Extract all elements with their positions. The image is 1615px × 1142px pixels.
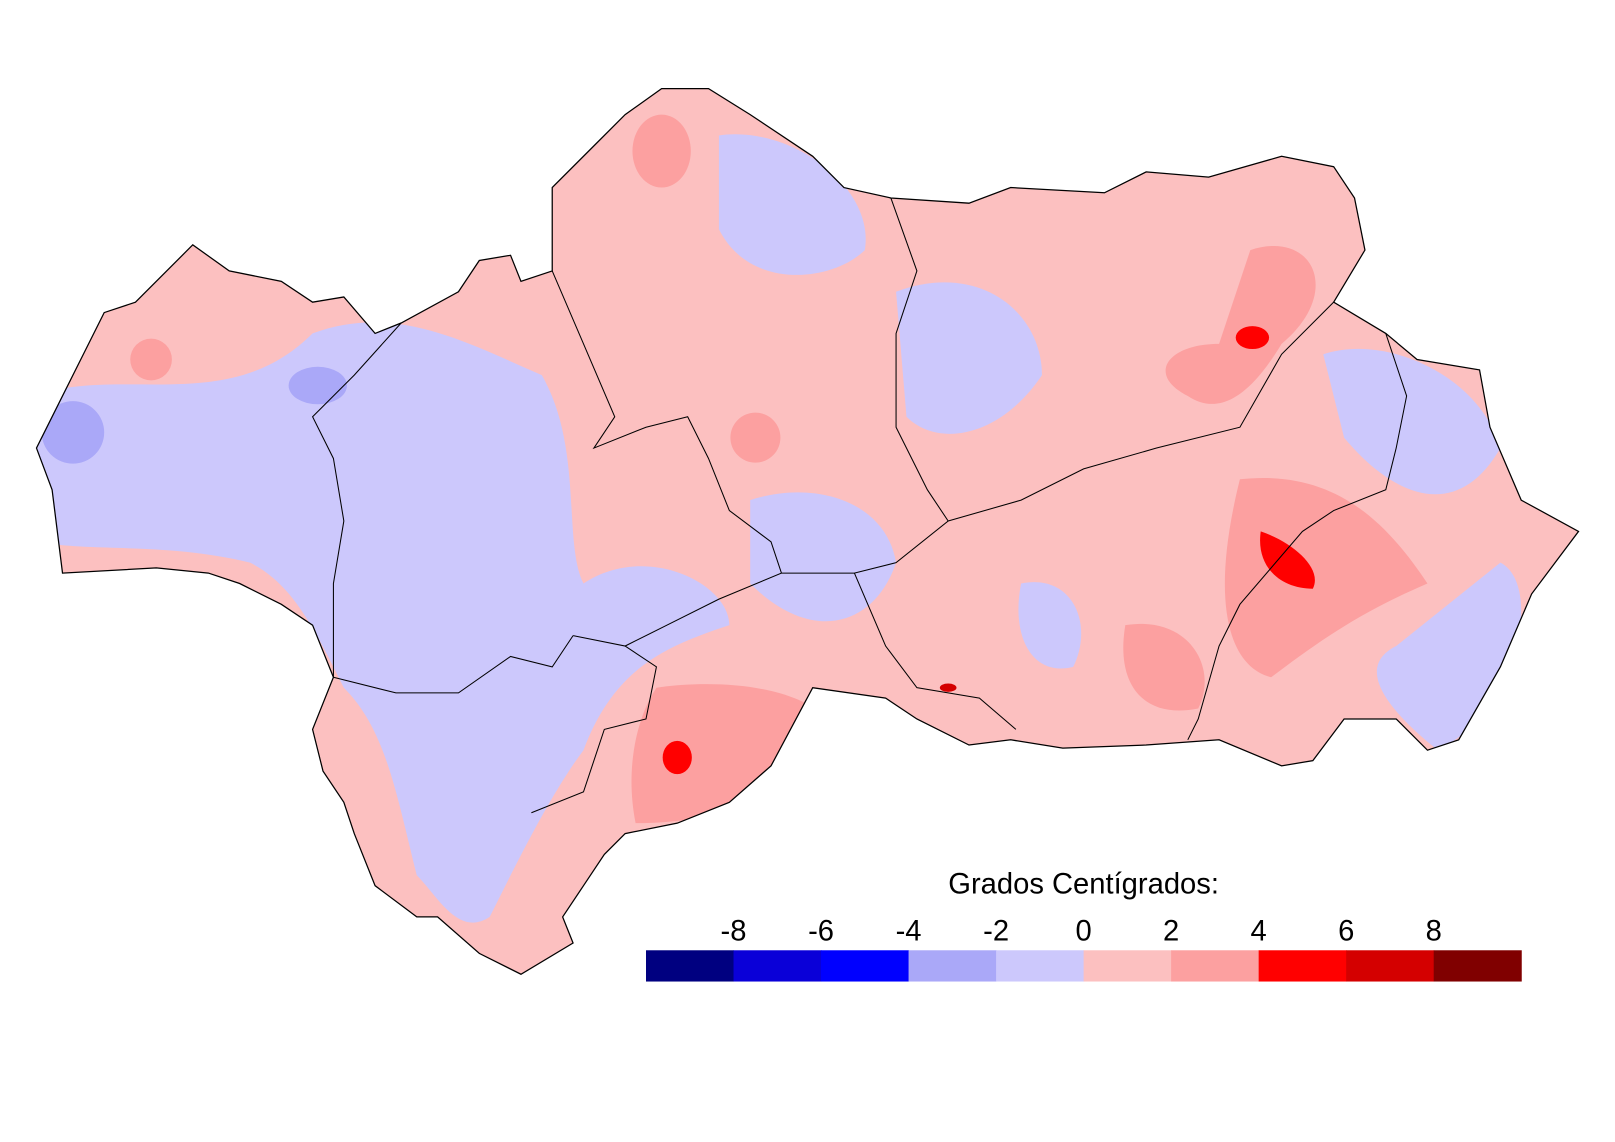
legend-swatch: [1258, 950, 1347, 982]
warm-region: [1165, 245, 1316, 404]
cool-region: [1018, 582, 1082, 669]
cool-region: [750, 492, 897, 622]
legend-tick-label: 4: [1251, 915, 1267, 947]
warm-region: [1224, 477, 1428, 678]
legend-tick-label: -2: [983, 915, 1009, 947]
cool-region: [36, 322, 730, 923]
province-border: [551, 270, 783, 647]
legend-swatch: [1433, 950, 1522, 982]
legend-tick-label: 0: [1076, 915, 1092, 947]
anomaly-field: [36, 88, 1579, 975]
province-border: [333, 635, 574, 694]
legend-swatch: [908, 950, 997, 982]
legend-swatch: [1171, 950, 1260, 982]
legend-tick-label: -6: [808, 915, 834, 947]
warm-spot: [730, 412, 781, 463]
legend-swatch: [1083, 950, 1172, 982]
legend-swatch: [996, 950, 1085, 982]
warm-spot: [632, 114, 691, 188]
cool-spot: [288, 366, 347, 405]
warm-region: [631, 684, 844, 824]
legend-tick-label: 6: [1338, 915, 1354, 947]
province-borders: [311, 197, 1408, 814]
legend-swatch: [1346, 950, 1435, 982]
cool-region: [896, 282, 1042, 434]
province-border: [781, 197, 949, 574]
province-border: [311, 322, 402, 678]
hot-spot: [1260, 531, 1315, 589]
warm-spot: [130, 338, 172, 381]
province-border: [853, 572, 1017, 730]
legend-tick-label: -8: [721, 915, 747, 947]
hot-spot: [1235, 326, 1270, 350]
legend-tick-label: -4: [896, 915, 922, 947]
legend-tick-label: 2: [1163, 915, 1179, 947]
legend-swatch: [821, 950, 910, 982]
cool-spot: [41, 401, 105, 464]
legend-tick-label: 8: [1426, 915, 1442, 947]
province-border: [531, 645, 657, 814]
legend-swatch: [646, 950, 735, 982]
legend-swatch: [733, 950, 822, 982]
warm-region: [1123, 623, 1205, 711]
hot-spot: [662, 740, 692, 775]
hot-spot: [939, 683, 957, 692]
province-border: [1187, 333, 1408, 741]
cool-region: [1323, 348, 1501, 495]
legend-title: Grados Centígrados:: [948, 868, 1219, 900]
province-border: [948, 301, 1335, 522]
region-outline: [35, 87, 1580, 975]
legend: Grados Centígrados: -8 -6 -4 -2 0 2 4 6 8: [646, 868, 1522, 982]
cool-region: [718, 134, 866, 275]
